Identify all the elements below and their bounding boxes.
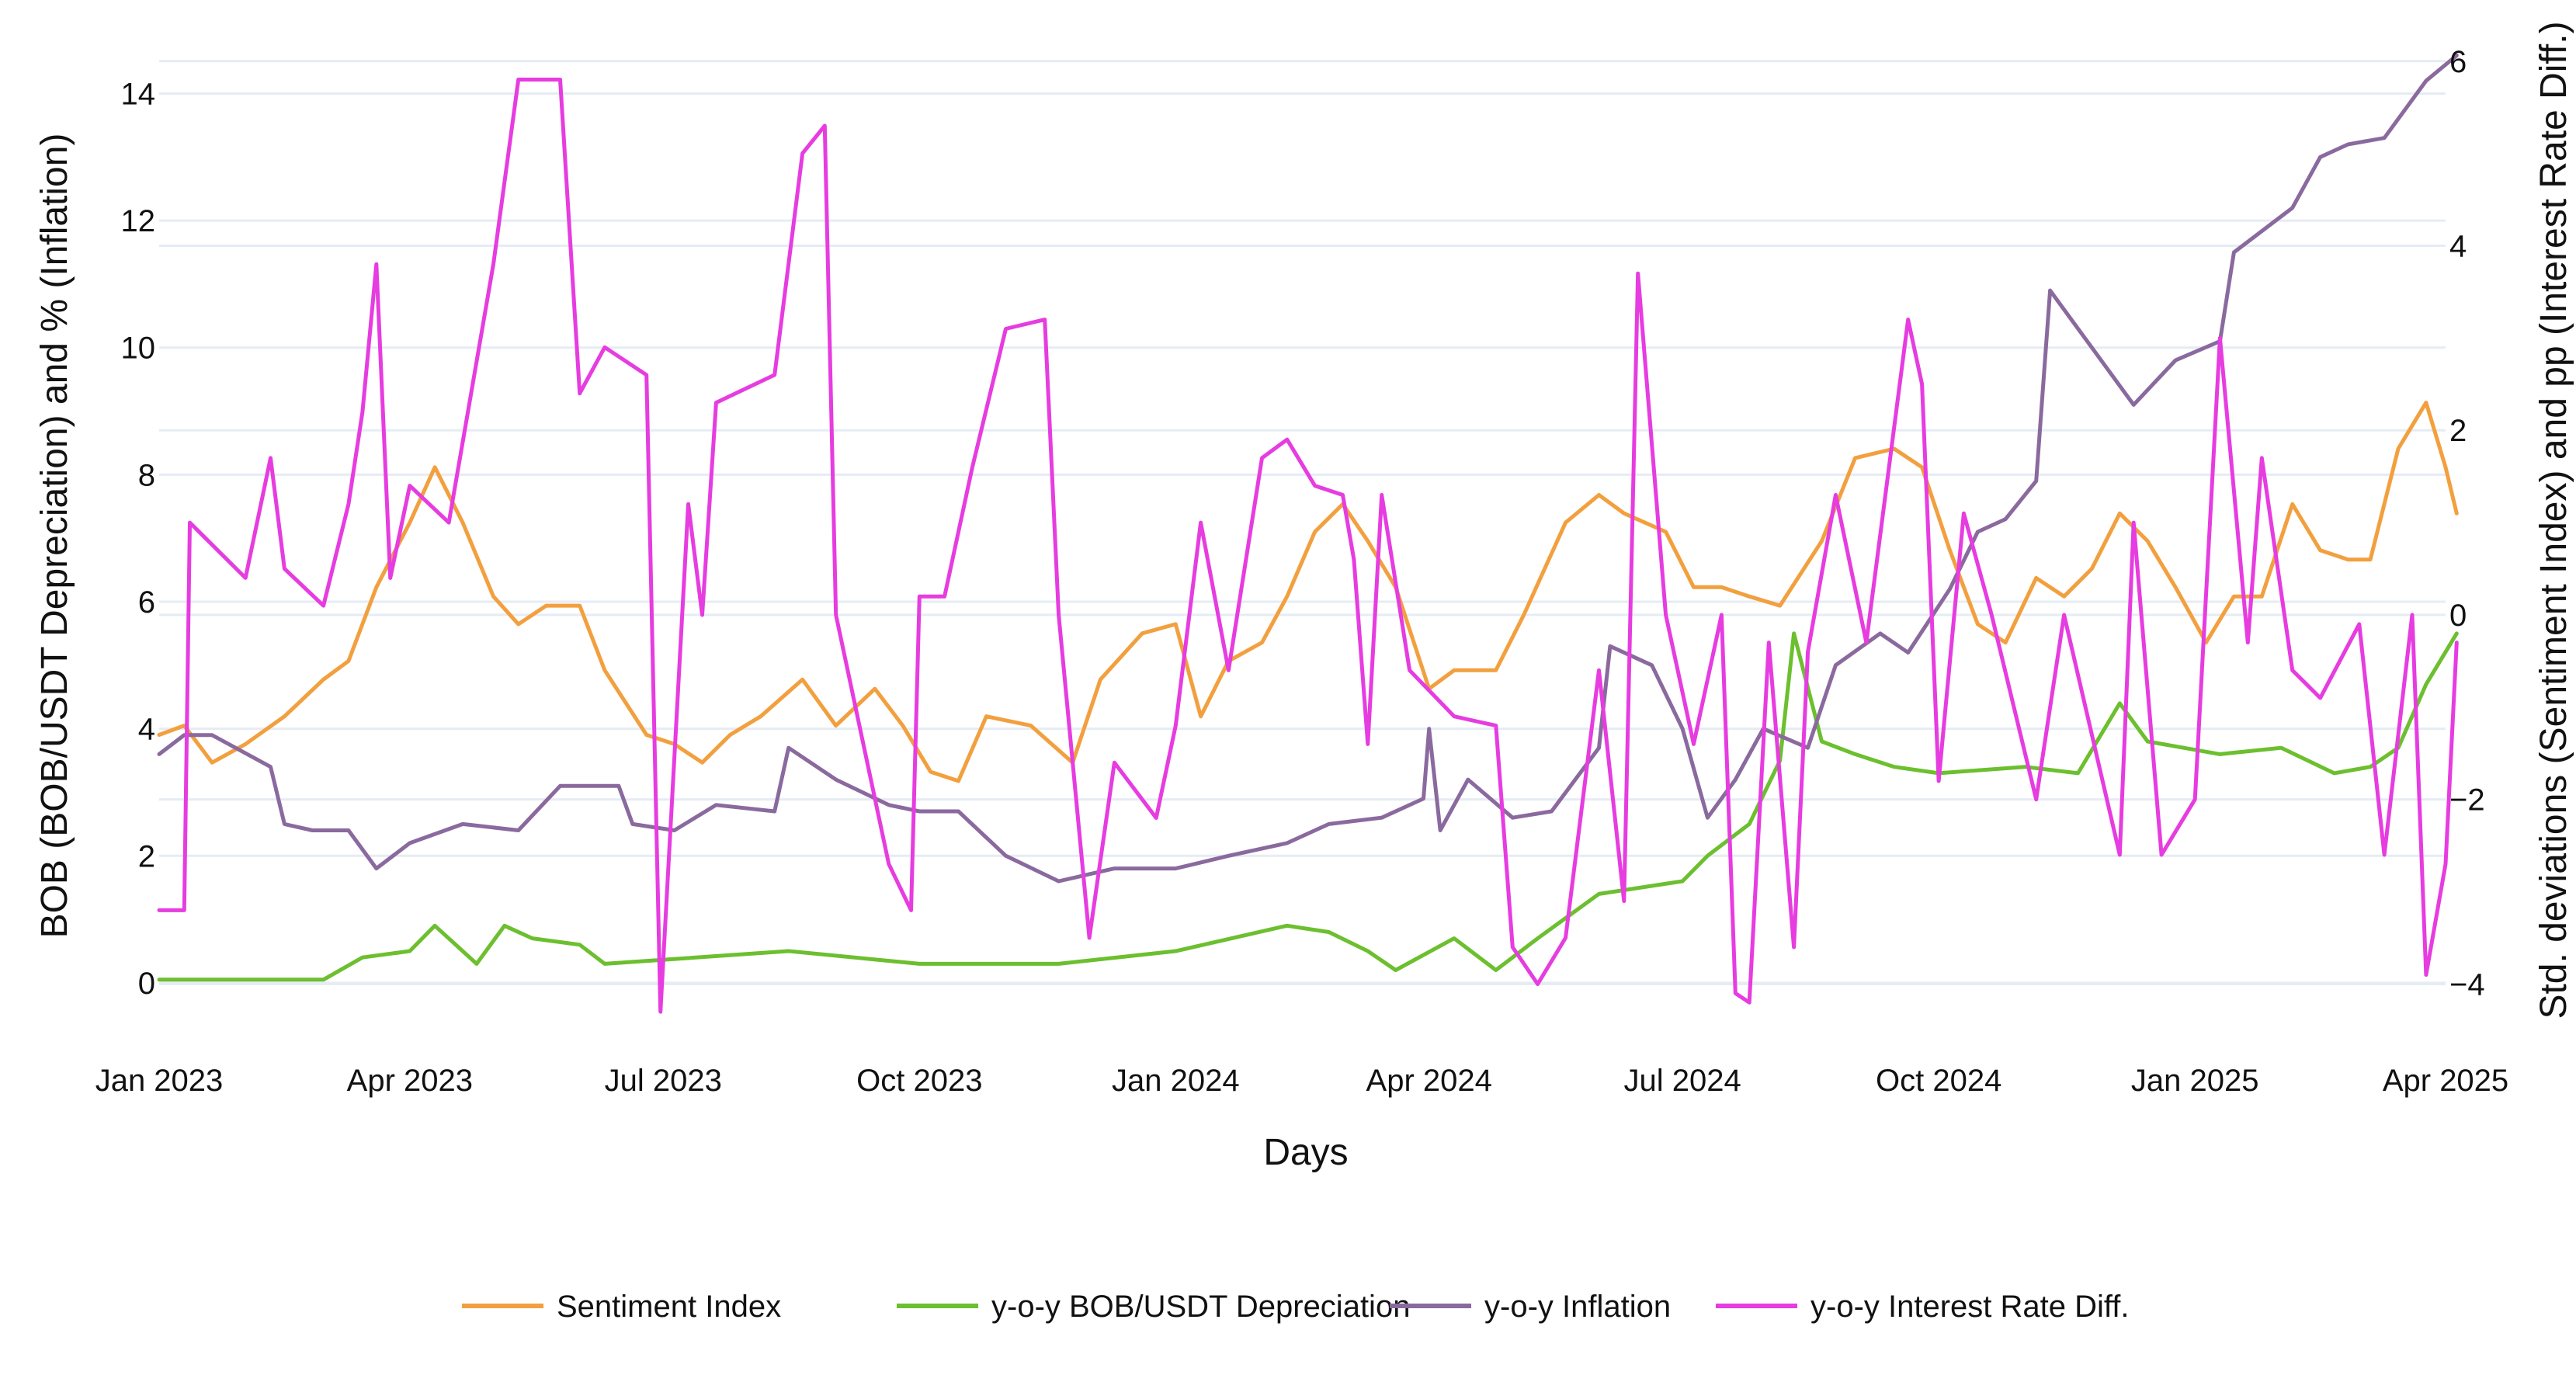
left-tick-label: 8 — [138, 458, 155, 492]
left-tick-label: 14 — [121, 77, 156, 111]
right-tick-label: −4 — [2449, 967, 2485, 1002]
left-tick-label: 2 — [138, 839, 155, 873]
gridlines — [159, 60, 2446, 985]
x-axis-title: Days — [1263, 1132, 1348, 1173]
x-tick-label: Apr 2025 — [2383, 1064, 2508, 1098]
x-tick-label: Apr 2023 — [347, 1064, 473, 1098]
right-tick-label: 2 — [2449, 414, 2467, 448]
series-line-3 — [157, 53, 2459, 884]
series-line-4 — [157, 78, 2459, 1014]
right-tick-label: 4 — [2449, 230, 2467, 264]
x-tick-label: Jul 2024 — [1624, 1064, 1741, 1098]
series-lines — [157, 53, 2459, 1014]
left-tick-label: 10 — [121, 332, 156, 366]
x-tick-label: Oct 2023 — [856, 1064, 982, 1098]
left-tick-label: 0 — [138, 967, 155, 1001]
series-line-1 — [157, 401, 2459, 783]
right-axis-ticks: −4 −2 0 2 4 6 — [2449, 45, 2485, 1002]
x-tick-label: Apr 2024 — [1366, 1064, 1492, 1098]
legend-label: y-o-y Interest Rate Diff. — [1810, 1290, 2130, 1324]
legend-label: y-o-y Inflation — [1484, 1290, 1671, 1324]
left-tick-label: 4 — [138, 713, 155, 747]
left-axis-title: BOB (BOB/USDT Depreciation) and % (Infla… — [34, 134, 75, 939]
legend-label: y-o-y BOB/USDT Depreciation — [991, 1290, 1410, 1324]
x-tick-label: Jan 2025 — [2131, 1064, 2259, 1098]
x-tick-label: Jan 2024 — [1112, 1064, 1240, 1098]
right-tick-label: −2 — [2449, 783, 2485, 818]
x-axis-ticks: Jan 2023 Apr 2023 Jul 2023 Oct 2023 Jan 2024… — [95, 1064, 2508, 1098]
legend-label: Sentiment Index — [557, 1290, 781, 1324]
right-tick-label: 6 — [2449, 45, 2467, 79]
left-axis-ticks: 0 2 4 6 8 10 12 14 — [121, 77, 156, 1000]
x-tick-label: Jan 2023 — [95, 1064, 224, 1098]
legend: Sentiment Index y-o-y BOB/USDT Depreciati… — [462, 1290, 2130, 1324]
x-tick-label: Jul 2023 — [605, 1064, 722, 1098]
left-tick-label: 12 — [121, 204, 156, 238]
left-tick-label: 6 — [138, 585, 155, 620]
right-tick-label: 0 — [2449, 599, 2467, 633]
series-line-2 — [157, 631, 2459, 982]
x-tick-label: Oct 2024 — [1876, 1064, 2001, 1098]
right-axis-title: Std. deviations (Sentiment Index) and pp… — [2533, 21, 2574, 1019]
